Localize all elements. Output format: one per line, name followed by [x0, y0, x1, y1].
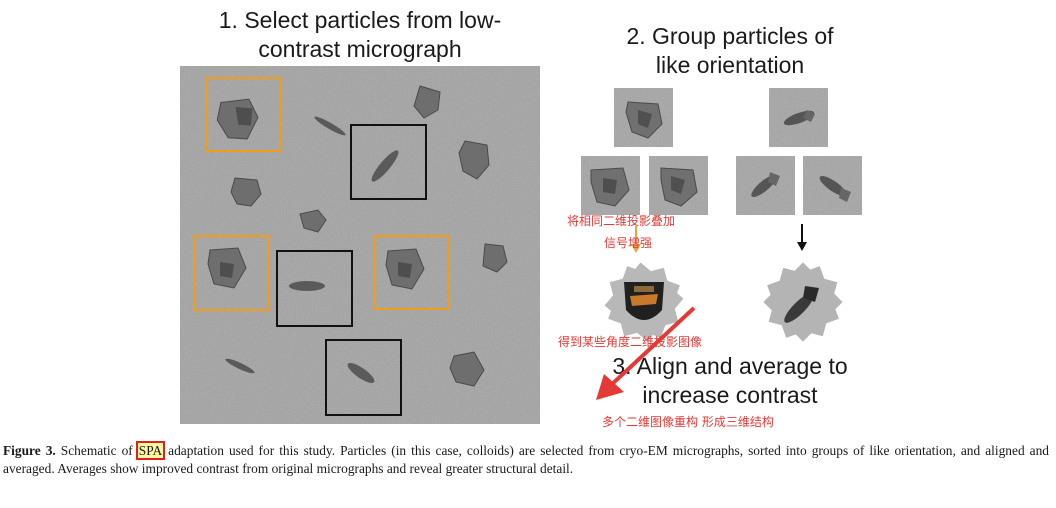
group-tile-rod [803, 156, 862, 215]
step2-title-line2: like orientation [655, 52, 805, 78]
step3-title-line2: increase contrast [642, 382, 818, 408]
step1-title-line2: contrast micrograph [258, 36, 462, 62]
caption-text-a: Schematic of [55, 443, 138, 458]
annotation-get-projection: 得到某些角度二维投影图像 [558, 335, 703, 349]
annotation-stack-line2: 信号增强 [604, 236, 653, 250]
step3-title: 3. Align and average to increase contras… [575, 352, 885, 410]
group-tile-shield [581, 156, 640, 215]
selection-box-black [350, 124, 427, 200]
caption-text-b: adaptation used for this study. Particle… [3, 443, 1049, 476]
step2-title: 2. Group particles of like orientation [580, 22, 880, 80]
selection-box-orange [205, 77, 281, 152]
selection-box-orange [193, 235, 269, 311]
figure-caption: Figure 3. Schematic of SPA adaptation us… [3, 441, 1049, 477]
red-arrow-icon [596, 306, 696, 400]
particle-rod [225, 116, 399, 384]
selection-box-orange [374, 235, 450, 310]
down-arrow-icon [631, 226, 641, 253]
group-tile-shield [649, 156, 708, 215]
step1-title-line1: 1. Select particles from low- [218, 7, 502, 33]
spa-highlight: SPA [135, 441, 166, 460]
step2-title-line1: 2. Group particles of [626, 23, 834, 49]
step1-title: 1. Select particles from low- contrast m… [180, 6, 540, 64]
micrograph [180, 66, 540, 424]
annotation-reconstruct: 多个二维图像重构 形成三维结构 [602, 415, 774, 429]
average-rod [763, 262, 843, 342]
group-tile-rod [736, 156, 795, 215]
step3-title-line1: 3. Align and average to [612, 353, 848, 379]
annotation-stack-line1: 将相同二维投影叠加 [567, 214, 676, 228]
selection-box-black [325, 339, 402, 416]
down-arrow-icon [797, 224, 807, 251]
selection-box-black [276, 250, 353, 327]
figure-label: Figure 3. [3, 443, 56, 458]
group-tile-rod [769, 88, 828, 147]
group-tile-shield [614, 88, 673, 147]
average-shield [604, 262, 684, 342]
